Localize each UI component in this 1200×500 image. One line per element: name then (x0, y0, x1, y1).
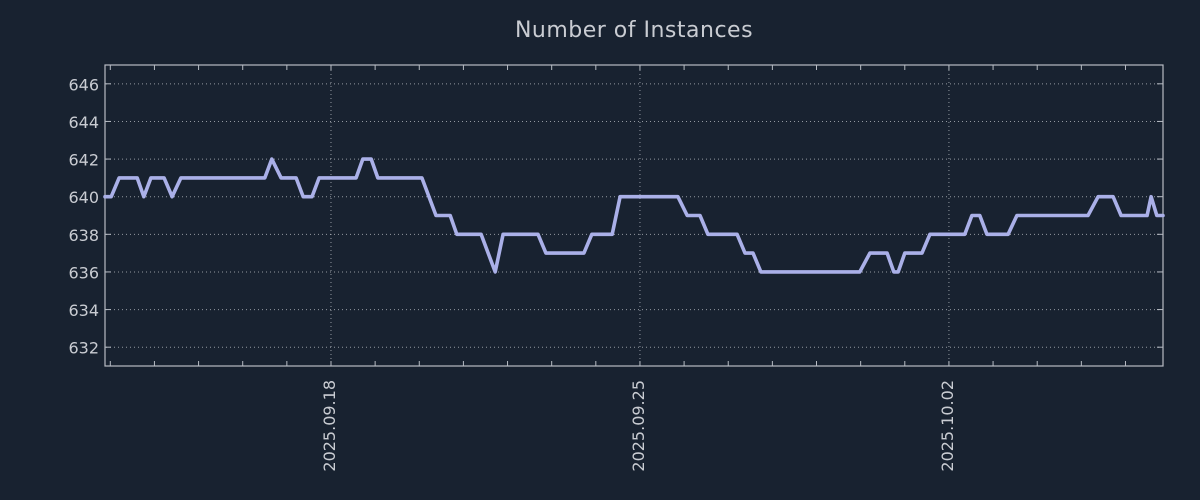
x-tick-label: 2025.09.25 (629, 380, 648, 472)
x-tick-label: 2025.09.18 (320, 380, 339, 472)
y-tick-label: 644 (68, 113, 99, 132)
plot-border (104, 64, 1164, 367)
chart-title: Number of Instances (514, 18, 754, 43)
y-tick-label: 646 (68, 75, 99, 94)
y-tick-label: 632 (68, 339, 99, 358)
y-tick-label: 634 (68, 301, 99, 320)
y-tick-label: 636 (68, 263, 99, 282)
data-series-line (103, 157, 1165, 274)
x-tick-label: 2025.10.02 (938, 380, 957, 472)
y-tick-label: 638 (68, 226, 99, 245)
y-tick-label: 642 (68, 151, 99, 170)
y-tick-label: 640 (68, 188, 99, 207)
